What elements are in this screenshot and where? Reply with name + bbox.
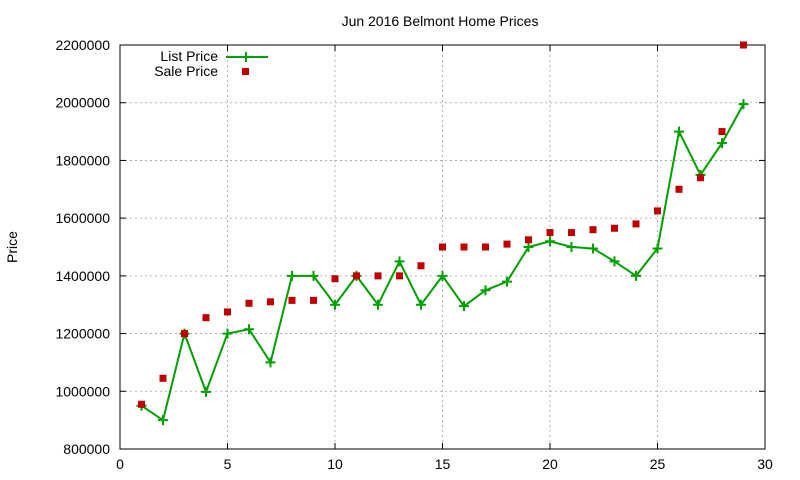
legend: List Price Sale Price	[154, 48, 268, 79]
sale-price-point	[632, 220, 640, 228]
chart-title: Jun 2016 Belmont Home Prices	[342, 13, 539, 29]
x-tick-label: 20	[542, 456, 558, 472]
list-price-point	[330, 299, 340, 310]
legend-label-sale-price: Sale Price	[154, 63, 218, 79]
list-price-point	[201, 386, 211, 397]
x-tick-label: 25	[650, 456, 666, 472]
y-tick-label: 2000000	[55, 95, 110, 111]
list-price-point	[394, 256, 405, 267]
y-tick-label: 1600000	[55, 210, 110, 226]
legend-label-list-price: List Price	[160, 48, 218, 64]
list-price-point	[717, 138, 727, 149]
list-price-point	[523, 242, 534, 252]
sale-price-point	[331, 275, 339, 283]
sale-price-point	[181, 330, 188, 338]
list-price-point	[244, 324, 254, 335]
list-price-point	[373, 299, 383, 310]
list-price-point	[158, 415, 168, 426]
tick-labels: 0 5 10 15 20 25 30 800000 1000000 1200000 1400000 1…	[55, 37, 773, 472]
x-tick-label: 30	[757, 456, 773, 472]
y-tick-label: 2200000	[55, 37, 110, 53]
sale-price-point	[417, 262, 425, 270]
y-tick-label: 800000	[63, 441, 110, 457]
list-price-point	[459, 301, 469, 312]
y-tick-label: 1000000	[55, 383, 110, 399]
sale-price-point	[288, 296, 296, 304]
sale-price-point	[654, 207, 661, 215]
list-price-point	[738, 99, 749, 110]
list-price-point	[480, 285, 491, 296]
x-tick-label: 0	[116, 456, 124, 472]
sale-price-point	[245, 299, 253, 307]
series-layer	[136, 41, 749, 426]
sale-price-point	[138, 400, 145, 408]
sale-price-point	[396, 272, 403, 280]
sale-price-point	[568, 229, 575, 237]
sale-price-point	[374, 272, 382, 280]
list-price-point	[308, 270, 319, 281]
sale-price-point	[611, 224, 618, 232]
y-tick-label: 1400000	[55, 268, 110, 284]
list-price-point	[416, 299, 426, 310]
sale-price-point	[460, 243, 468, 251]
y-tick-label: 1800000	[55, 152, 110, 168]
sale-price-point	[740, 41, 747, 49]
sale-price-point	[310, 296, 317, 304]
sale-price-point	[503, 240, 511, 248]
sale-price-point	[267, 298, 274, 306]
sale-price-point	[224, 308, 231, 316]
sale-price-point	[202, 314, 210, 322]
list-price-point	[652, 243, 663, 254]
x-tick-label: 5	[224, 456, 232, 472]
x-tick-label: 10	[327, 456, 343, 472]
list-price-point	[287, 270, 297, 281]
sale-price-point	[718, 128, 726, 136]
list-price-point	[265, 357, 276, 368]
x-tick-label: 15	[435, 456, 451, 472]
list-price-point	[502, 276, 512, 287]
legend-marker-list-price	[241, 52, 251, 62]
sale-price-point	[439, 243, 446, 251]
ticks	[119, 44, 766, 450]
list-price-point	[588, 243, 598, 254]
list-price-point	[674, 126, 684, 137]
legend-marker-sale-price	[242, 68, 249, 75]
sale-price-point	[546, 229, 554, 237]
y-axis-label: Price	[4, 231, 20, 263]
sale-price-point	[353, 272, 360, 280]
list-price-point	[545, 236, 555, 247]
list-price-point	[222, 328, 233, 339]
list-price-point	[609, 256, 620, 267]
list-price-point	[437, 270, 448, 281]
sale-price-point	[697, 174, 704, 182]
list-price-point	[631, 270, 641, 281]
sale-price-point	[482, 243, 489, 251]
list-price-point	[566, 242, 577, 252]
sale-price-point	[525, 236, 532, 244]
sale-price-point	[589, 226, 597, 234]
sale-price-point	[159, 374, 167, 382]
sale-price-point	[675, 185, 683, 193]
y-tick-label: 1200000	[55, 326, 110, 342]
